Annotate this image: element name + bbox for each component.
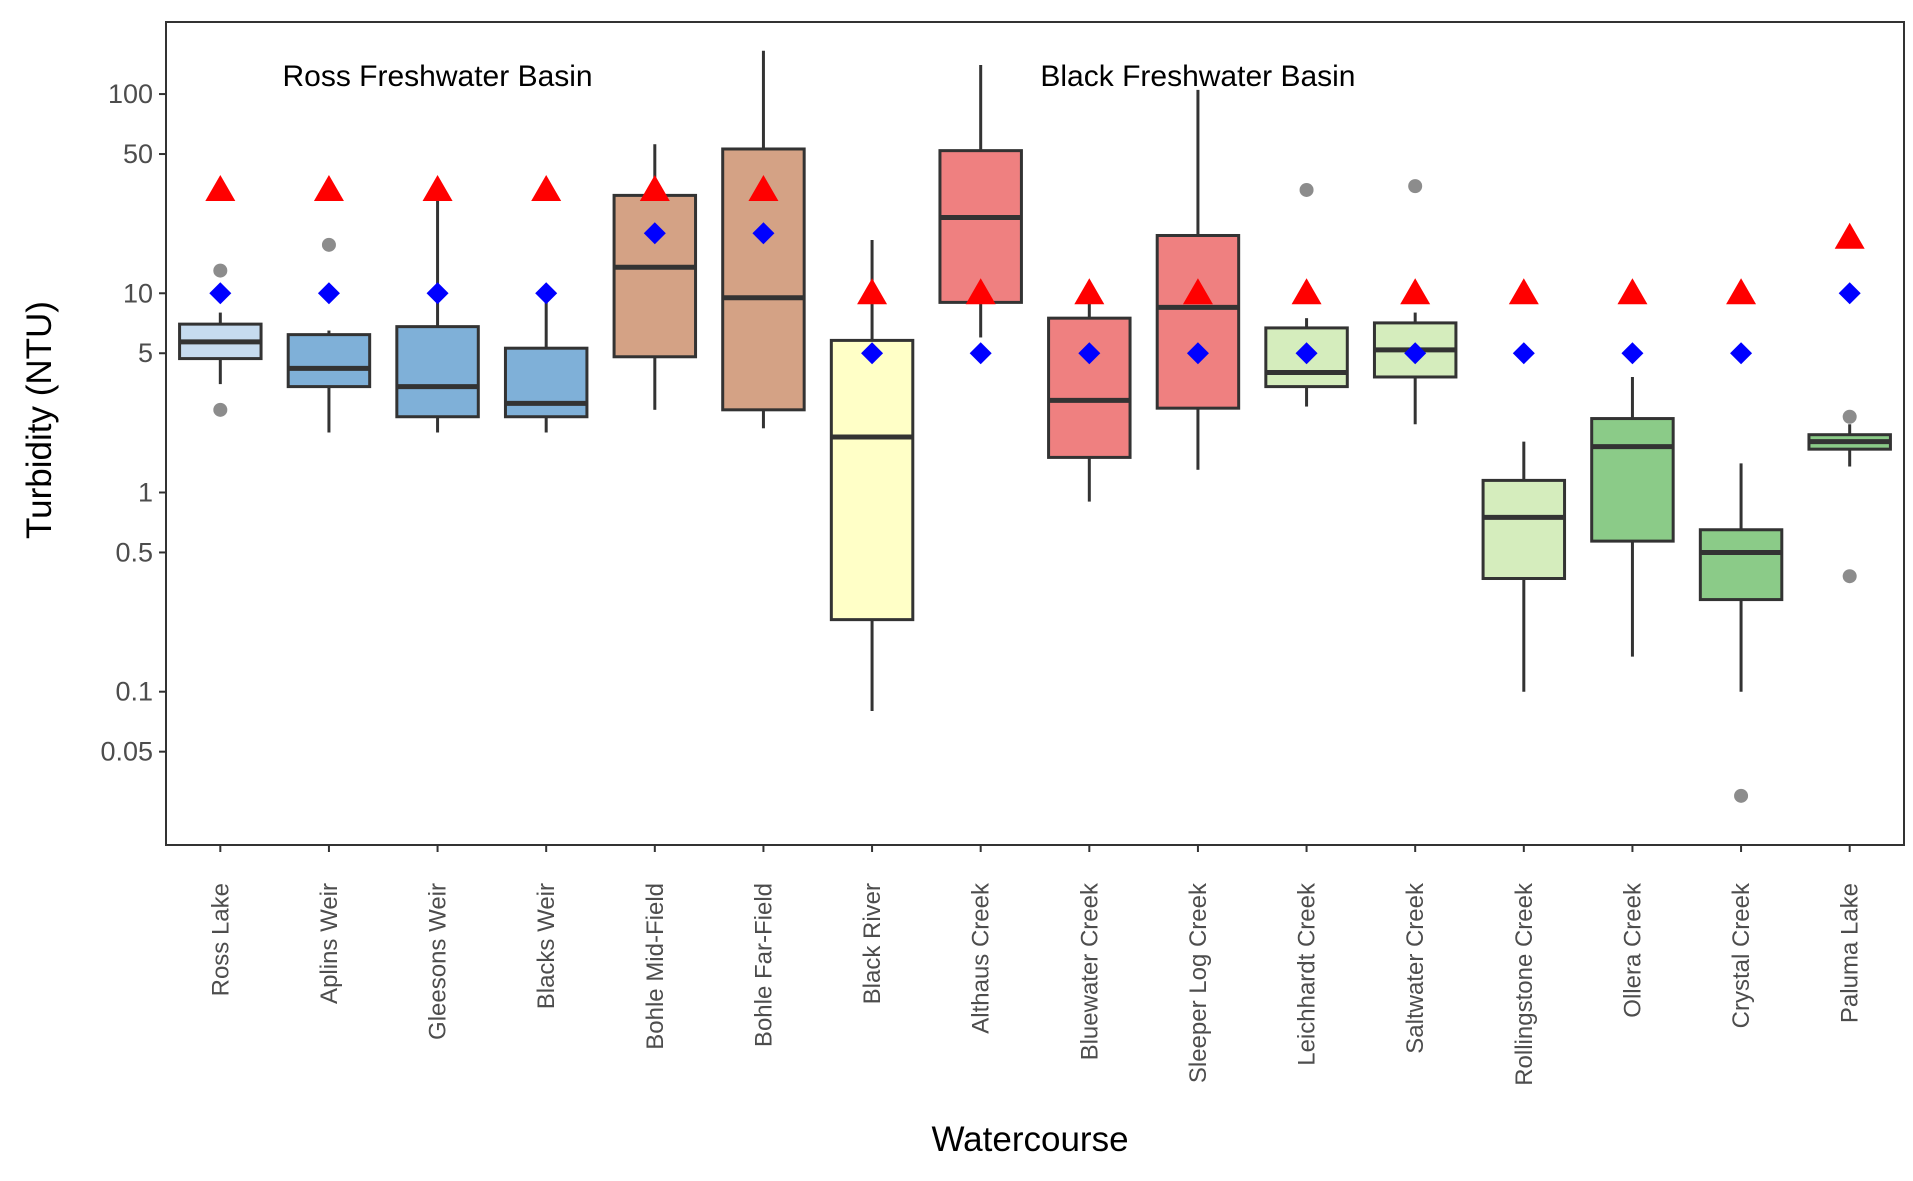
basin-annotation: Black Freshwater Basin: [1040, 60, 1355, 93]
diamond-marker: [752, 222, 775, 245]
box-group: [1481, 441, 1567, 692]
y-tick-label: 0.5: [115, 537, 153, 567]
box-body: [286, 333, 372, 389]
box-body: [829, 338, 915, 622]
box-group: [1698, 463, 1784, 803]
outlier-point: [1842, 409, 1857, 424]
diamond-marker: [1404, 342, 1427, 365]
x-tick-label: Sleeper Log Creek: [1185, 882, 1212, 1083]
diamond-marker: [1512, 342, 1535, 365]
y-tick-label: 0.1: [115, 677, 153, 707]
y-tick-label: 10: [123, 278, 153, 308]
diamond-marker: [535, 282, 558, 305]
diamond-marker: [1838, 282, 1861, 305]
triangle-marker: [1834, 222, 1865, 249]
x-tick-label: Leichhardt Creek: [1294, 882, 1321, 1066]
triangle-marker: [205, 174, 236, 201]
box-body: [1047, 316, 1132, 459]
box-group: [503, 293, 589, 433]
x-tick-label: Blacks Weir: [533, 883, 560, 1009]
box-group: [1807, 409, 1892, 584]
y-tick-label: 5: [138, 338, 153, 368]
diamond-marker: [426, 282, 449, 305]
chart-marks: [178, 50, 1892, 803]
y-axis-title: Turbidity (NTU): [20, 301, 59, 539]
y-tick-label: 50: [123, 139, 153, 169]
box-group: [1155, 89, 1241, 470]
triangle-marker: [531, 174, 562, 201]
outlier-point: [1842, 569, 1857, 584]
box-body: [1481, 478, 1567, 581]
x-axis-title: Watercourse: [931, 1120, 1128, 1159]
triangle-marker: [1291, 278, 1322, 305]
diamond-marker: [1295, 342, 1318, 365]
diamond-marker: [643, 222, 666, 245]
x-tick-label: Rollingstone Creek: [1511, 882, 1538, 1086]
diamond-marker: [209, 282, 232, 305]
x-tick-label: Black River: [859, 883, 886, 1004]
box-group: [395, 198, 480, 433]
box-group: [178, 263, 263, 417]
box-body: [503, 346, 589, 419]
box-body: [1590, 417, 1675, 543]
diamond-marker: [1621, 342, 1644, 365]
triangle-marker: [1400, 278, 1431, 305]
outlier-point: [1734, 788, 1749, 803]
triangle-marker: [639, 174, 670, 201]
x-tick-label: Ollera Creek: [1619, 882, 1646, 1018]
box-body: [612, 193, 698, 359]
x-tick-label: Bluewater Creek: [1076, 882, 1103, 1060]
diamond-marker: [317, 282, 340, 305]
triangle-marker: [1182, 278, 1213, 305]
triangle-marker: [748, 174, 779, 201]
x-tick-label: Bohle Mid-Field: [642, 883, 669, 1050]
box-body: [1155, 233, 1241, 410]
diamond-marker: [1078, 342, 1101, 365]
diamond-marker: [969, 342, 992, 365]
box-group: [286, 237, 372, 433]
x-tick-label: Ross Lake: [207, 883, 234, 996]
basin-annotation: Ross Freshwater Basin: [283, 60, 593, 93]
outlier-point: [213, 402, 228, 417]
x-tick-label: Crystal Creek: [1728, 882, 1755, 1028]
outlier-point: [321, 237, 336, 252]
x-tick-label: Bohle Far-Field: [750, 883, 777, 1047]
outlier-point: [213, 263, 228, 278]
y-axis-tick-labels: 0.05 0.1 0.5 1 5 10 50 100: [100, 79, 166, 767]
x-tick-label: Althaus Creek: [968, 882, 995, 1034]
y-tick-label: 100: [108, 79, 153, 109]
diamond-marker: [1730, 342, 1753, 365]
x-tick-label: Saltwater Creek: [1402, 882, 1429, 1054]
chart-annotations: Ross Freshwater Basin Black Freshwater Ba…: [283, 60, 1356, 93]
box-group: [829, 240, 915, 712]
y-tick-label: 0.05: [100, 737, 153, 767]
x-tick-label: Paluma Lake: [1837, 883, 1864, 1023]
box-group: [612, 144, 698, 410]
triangle-marker: [1508, 278, 1539, 305]
triangle-marker: [1726, 278, 1757, 305]
x-axis-tick-labels: Ross Lake Aplins Weir Gleesons Weir Blacks …: [207, 845, 1864, 1086]
triangle-marker: [857, 278, 888, 305]
box-group: [1047, 297, 1132, 502]
box-body: [1698, 528, 1784, 602]
x-tick-label: Aplins Weir: [316, 883, 343, 1004]
box-body: [395, 325, 480, 419]
diamond-marker: [861, 342, 884, 365]
outlier-point: [1299, 182, 1314, 197]
triangle-marker: [965, 278, 996, 305]
diamond-marker: [1186, 342, 1209, 365]
box-group: [1590, 376, 1675, 657]
outlier-point: [1408, 179, 1423, 194]
triangle-marker: [1074, 278, 1105, 305]
x-tick-label: Gleesons Weir: [425, 883, 452, 1040]
triangle-marker: [1617, 278, 1648, 305]
box-body: [938, 149, 1023, 304]
triangle-marker: [313, 174, 344, 201]
y-tick-label: 1: [138, 477, 153, 507]
plot-panel-border: [165, 21, 1905, 846]
triangle-marker: [422, 174, 453, 201]
box-group: [938, 64, 1023, 338]
